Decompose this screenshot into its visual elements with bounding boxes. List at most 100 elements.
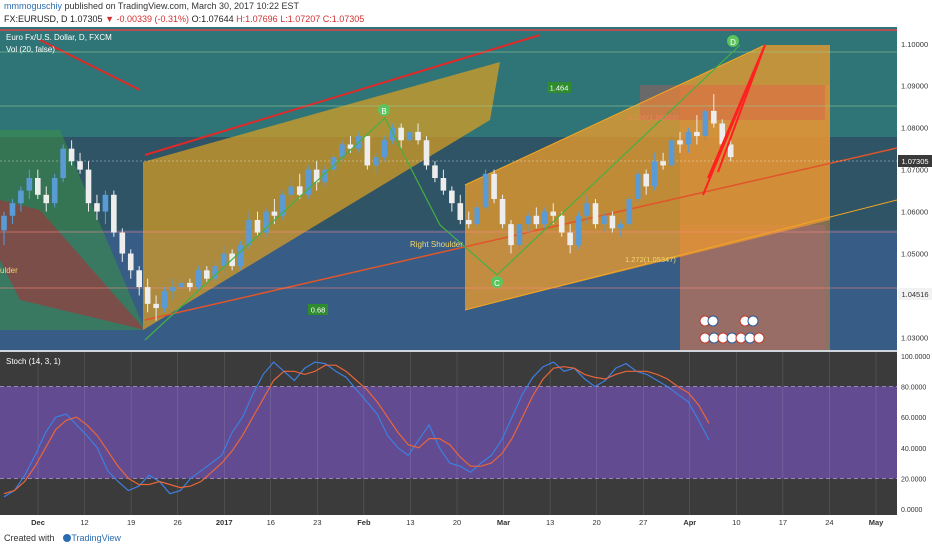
candle xyxy=(457,194,464,225)
candle xyxy=(153,295,159,321)
candle xyxy=(643,169,649,195)
extra-price-tag xyxy=(898,288,932,300)
symbol-legend: Euro Fx/U.S. Dollar, D, FXCM xyxy=(6,33,112,42)
candle xyxy=(550,203,557,225)
candle xyxy=(651,152,658,191)
candle xyxy=(415,123,421,145)
candle xyxy=(449,186,455,212)
stoch-axis-labels: 100.0000 80.0000 60.0000 40.0000 20.0000 0.00… xyxy=(901,354,930,514)
event-marker-icon[interactable] xyxy=(707,315,719,327)
price-tick-label: 1.03000 xyxy=(901,333,928,342)
candle xyxy=(542,207,548,229)
point-d-marker xyxy=(727,35,739,47)
tradingview-brand[interactable]: TradingView xyxy=(71,533,121,543)
candle xyxy=(516,219,523,250)
ratio-bottom-box xyxy=(308,304,328,315)
price-tick-label: 1.07000 xyxy=(901,166,928,175)
candle xyxy=(440,169,447,195)
candle xyxy=(144,278,151,313)
candle xyxy=(575,211,582,250)
candle xyxy=(187,278,193,292)
candle xyxy=(68,140,75,166)
candle xyxy=(609,211,616,233)
price-tick-label: 1.05000 xyxy=(901,250,928,259)
red-trend-2 xyxy=(144,34,541,156)
time-tick-label: May xyxy=(869,518,884,527)
stoch-legend: Stoch (14, 3, 1) xyxy=(6,357,61,366)
candle xyxy=(373,152,379,174)
last-price-tag xyxy=(898,155,932,167)
candle xyxy=(212,261,219,283)
price-tick-label: 1.06000 xyxy=(901,208,928,217)
orange-channel-bot xyxy=(464,199,897,311)
pane-separator[interactable] xyxy=(0,350,897,352)
volume-legend: Vol (20, false) xyxy=(6,45,55,54)
candle xyxy=(170,278,176,300)
extra-price-tag-text: 1.04516 xyxy=(901,290,928,299)
candle xyxy=(161,287,168,313)
candle xyxy=(482,169,489,212)
stoch-d-line xyxy=(3,364,710,495)
candle xyxy=(43,186,50,212)
candle xyxy=(263,207,269,237)
candle xyxy=(220,245,227,275)
fib-zone-red xyxy=(640,85,825,120)
stoch-tick-label: 20.0000 xyxy=(901,476,926,483)
time-tick-label: 10 xyxy=(732,518,740,527)
time-tick-label: 13 xyxy=(546,518,554,527)
event-markers[interactable] xyxy=(699,315,765,344)
price-tick-label: 1.08000 xyxy=(901,124,928,133)
footer: Created with TradingView xyxy=(4,533,121,543)
candle xyxy=(77,152,83,174)
point-b-label: B xyxy=(381,107,386,116)
time-axis-labels: Dec 12 19 26 2017 16 23 Feb 13 20 Mar 13 20 27 Apr 10 17… xyxy=(31,518,884,527)
tradingview-logo-icon xyxy=(63,534,71,542)
ratio-top-box xyxy=(547,82,571,93)
price-axis xyxy=(897,27,932,515)
candle xyxy=(119,228,126,262)
time-tick-label: 16 xyxy=(267,518,275,527)
ohlc-high: H:1.07696 xyxy=(236,14,278,24)
price-tick-label: 1.09000 xyxy=(901,82,928,91)
candles-layer xyxy=(1,94,734,321)
candle xyxy=(474,203,480,229)
time-tick-label: 2017 xyxy=(216,518,233,527)
time-tick-label: 17 xyxy=(779,518,787,527)
time-tick-label: 27 xyxy=(639,518,647,527)
candle xyxy=(85,161,92,212)
fib-1272-label: 1.272(1.05347) xyxy=(625,255,676,264)
candle xyxy=(254,211,261,237)
red-projection-2 xyxy=(717,44,766,173)
ohlc-close: C:1.07305 xyxy=(322,14,365,24)
time-tick-label: Mar xyxy=(497,518,510,527)
candle xyxy=(111,190,117,237)
candle xyxy=(601,211,607,233)
publish-header: mmmoguschiy published on TradingView.com… xyxy=(4,1,299,11)
time-tick-label: 20 xyxy=(453,518,461,527)
candle xyxy=(127,249,134,279)
left-shoulder-label: ulder xyxy=(0,266,18,275)
candle xyxy=(685,127,692,153)
candle xyxy=(60,144,66,183)
candle xyxy=(1,211,7,246)
event-marker-icon[interactable] xyxy=(753,332,765,344)
candle xyxy=(432,161,438,183)
symbol: FX:EURUSD, D xyxy=(4,14,68,24)
time-axis xyxy=(0,515,932,529)
candle xyxy=(204,266,210,283)
candle xyxy=(136,266,142,296)
candle xyxy=(288,178,295,204)
price-tick-label: 1.10000 xyxy=(901,40,928,49)
point-c-marker xyxy=(491,276,503,288)
candle xyxy=(533,207,540,229)
stoch-tick-label: 40.0000 xyxy=(901,446,926,453)
event-marker-icon[interactable] xyxy=(747,315,759,327)
projection-fill xyxy=(680,85,830,350)
candle xyxy=(51,173,58,208)
candle xyxy=(694,115,700,145)
username-link[interactable]: mmmoguschiy xyxy=(4,1,63,11)
candle xyxy=(508,219,514,254)
quote-line: FX:EURUSD, D 1.07305 ▼ -0.00339 (-0.31%)… xyxy=(4,14,364,24)
